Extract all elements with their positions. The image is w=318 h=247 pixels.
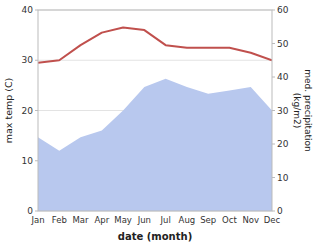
x-tick-label: Mar bbox=[73, 215, 90, 225]
x-axis-title: date (month) bbox=[118, 231, 192, 242]
y2-tick bbox=[272, 43, 275, 44]
y-tick bbox=[35, 10, 38, 11]
x-tick-label: Aug bbox=[179, 215, 196, 225]
y2-tick bbox=[272, 10, 275, 11]
x-tick-label: Nov bbox=[242, 215, 259, 225]
x-tick-label: Jun bbox=[137, 215, 151, 225]
y2-tick bbox=[272, 144, 275, 145]
plot-frame bbox=[38, 10, 272, 211]
chart: 0102030400102030405060JanFebMarAprMayJun… bbox=[0, 0, 318, 247]
y2-tick-label: 30 bbox=[277, 106, 289, 116]
y2-tick-label: 60 bbox=[277, 5, 289, 15]
y2-tick-label: 40 bbox=[277, 72, 289, 82]
x-tick-label: Sep bbox=[200, 215, 216, 225]
y2-tick bbox=[272, 110, 275, 111]
y-tick bbox=[35, 60, 38, 61]
plot-area bbox=[38, 28, 272, 211]
temperature-line bbox=[38, 28, 272, 63]
y-tick-label: 40 bbox=[22, 5, 34, 15]
y-tick-label: 10 bbox=[22, 156, 34, 166]
x-tick-label: Oct bbox=[222, 215, 237, 225]
y2-tick bbox=[272, 77, 275, 78]
y-tick bbox=[35, 160, 38, 161]
x-tick-label: Jan bbox=[30, 215, 44, 225]
x-tick-label: Dec bbox=[264, 215, 281, 225]
y-tick-label: 20 bbox=[22, 106, 34, 116]
x-tick-label: May bbox=[114, 215, 132, 225]
grid-line bbox=[38, 60, 272, 61]
y2-tick-label: 10 bbox=[277, 173, 289, 183]
y2-tick bbox=[272, 211, 275, 212]
y2-tick-label: 50 bbox=[277, 39, 289, 49]
x-tick-label: Feb bbox=[52, 215, 67, 225]
y-tick-label: 30 bbox=[22, 55, 34, 65]
y-tick bbox=[35, 211, 38, 212]
precipitation-area bbox=[38, 79, 272, 211]
y2-axis-title-line: med. precipitation bbox=[303, 69, 313, 151]
y-axis-title: max temp (C) bbox=[3, 78, 14, 144]
y2-axis-title: med. precipitation(kg/m2) bbox=[292, 69, 313, 151]
background bbox=[0, 0, 318, 247]
x-tick-label: Apr bbox=[94, 215, 109, 225]
y2-tick-label: 20 bbox=[277, 139, 289, 149]
x-tick-label: Jul bbox=[160, 215, 171, 225]
y-tick bbox=[35, 110, 38, 111]
y2-axis-title-line: (kg/m2) bbox=[292, 93, 302, 128]
y2-tick bbox=[272, 177, 275, 178]
